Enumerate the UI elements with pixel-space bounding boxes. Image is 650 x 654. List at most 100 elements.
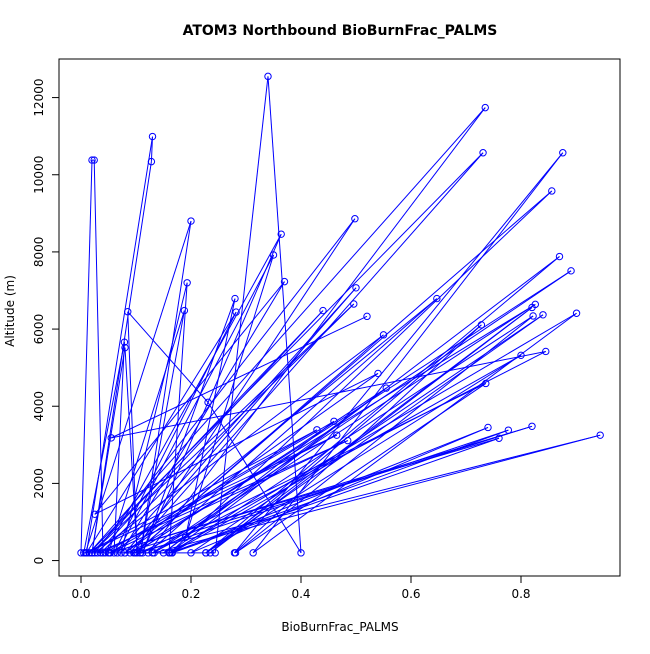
series-segment: [88, 152, 484, 554]
y-tick-label: 2000: [32, 468, 46, 499]
series-segment: [252, 312, 577, 554]
data-point: [131, 549, 139, 557]
data-point: [517, 351, 525, 360]
data-point: [90, 156, 98, 164]
x-tick-label: 0.4: [291, 587, 310, 601]
series-segment: [142, 298, 236, 554]
data-point: [374, 369, 382, 378]
data-point: [101, 549, 109, 557]
series-lines: [80, 76, 601, 554]
series-points: [77, 72, 604, 557]
data-point: [148, 549, 157, 557]
series-segment: [169, 190, 553, 554]
data-point: [85, 549, 93, 557]
series-segment: [214, 76, 269, 553]
data-point: [113, 549, 122, 557]
series-segment: [147, 298, 438, 554]
series-segment: [235, 383, 487, 554]
data-point: [363, 312, 371, 321]
y-axis-label: Altitude (m): [3, 275, 17, 347]
y-tick-label: 10000: [32, 156, 46, 194]
data-point: [91, 510, 99, 518]
series-segment: [100, 303, 355, 554]
y-tick-label: 4000: [32, 391, 46, 422]
series-segment: [152, 351, 546, 554]
series-segment: [169, 429, 509, 554]
series-segment: [91, 347, 126, 553]
data-point: [183, 279, 191, 287]
data-point: [120, 338, 129, 346]
data-point: [93, 549, 102, 557]
data-point: [269, 251, 278, 259]
data-point: [88, 549, 96, 557]
data-point: [121, 549, 129, 557]
y-axis: 0 2000 4000 6000 8000 10000 12000: [32, 78, 60, 565]
series-segment: [94, 334, 384, 554]
series-segment: [252, 152, 564, 554]
series-segment: [97, 310, 324, 554]
data-point: [147, 157, 156, 166]
data-point: [495, 434, 503, 442]
series-segment: [80, 160, 93, 553]
series-segment: [94, 372, 379, 515]
data-point: [572, 309, 581, 317]
data-point: [596, 431, 604, 439]
data-point: [542, 347, 550, 356]
series-segment: [133, 434, 601, 554]
data-point: [181, 533, 190, 542]
data-point: [202, 549, 210, 557]
series-segment: [267, 76, 302, 553]
x-tick-label: 0.8: [511, 587, 530, 601]
series-segment: [91, 310, 324, 554]
data-point: [484, 423, 492, 432]
series-segment: [140, 429, 509, 554]
series-segment: [147, 107, 486, 554]
x-axis-label: BioBurnFrac_PALMS: [281, 620, 398, 634]
data-point: [555, 252, 564, 261]
data-point: [204, 398, 212, 407]
series-segment: [163, 420, 335, 554]
data-point: [528, 422, 536, 431]
series-segment: [109, 420, 335, 554]
data-point: [106, 549, 114, 557]
series-segment: [83, 342, 125, 553]
data-point: [138, 549, 147, 557]
data-point: [117, 549, 125, 557]
series-segment: [129, 152, 484, 554]
data-point: [249, 549, 257, 557]
data-point: [548, 187, 556, 195]
series-segment: [91, 161, 152, 553]
data-point: [481, 103, 489, 112]
data-point: [351, 215, 359, 223]
series-segment: [104, 233, 282, 554]
data-point: [567, 267, 575, 275]
series-segment: [124, 373, 379, 554]
data-point: [350, 300, 358, 308]
data-point: [124, 308, 132, 316]
series-segment: [153, 303, 536, 554]
x-tick-label: 0.6: [401, 587, 420, 601]
y-tick-label: 8000: [32, 237, 46, 268]
data-point: [211, 549, 219, 557]
series-segment: [172, 426, 489, 554]
data-point: [88, 156, 96, 164]
y-tick-label: 0: [32, 557, 46, 565]
data-point: [277, 230, 285, 238]
series-segment: [205, 354, 522, 554]
data-point: [180, 306, 189, 315]
series-segment: [111, 350, 546, 439]
data-point: [477, 321, 486, 329]
data-point: [107, 434, 115, 442]
chart-title: ATOM3 Northbound BioBurnFrac_PALMS: [183, 23, 498, 39]
x-tick-label: 0.2: [181, 587, 200, 601]
data-point: [352, 284, 360, 292]
series-segment: [133, 218, 356, 554]
series-segment: [190, 426, 489, 554]
data-point: [144, 549, 152, 557]
series-segment: [152, 270, 572, 554]
data-point: [529, 312, 537, 320]
series-segment: [94, 218, 356, 554]
data-point: [91, 549, 99, 557]
data-point: [382, 384, 390, 392]
